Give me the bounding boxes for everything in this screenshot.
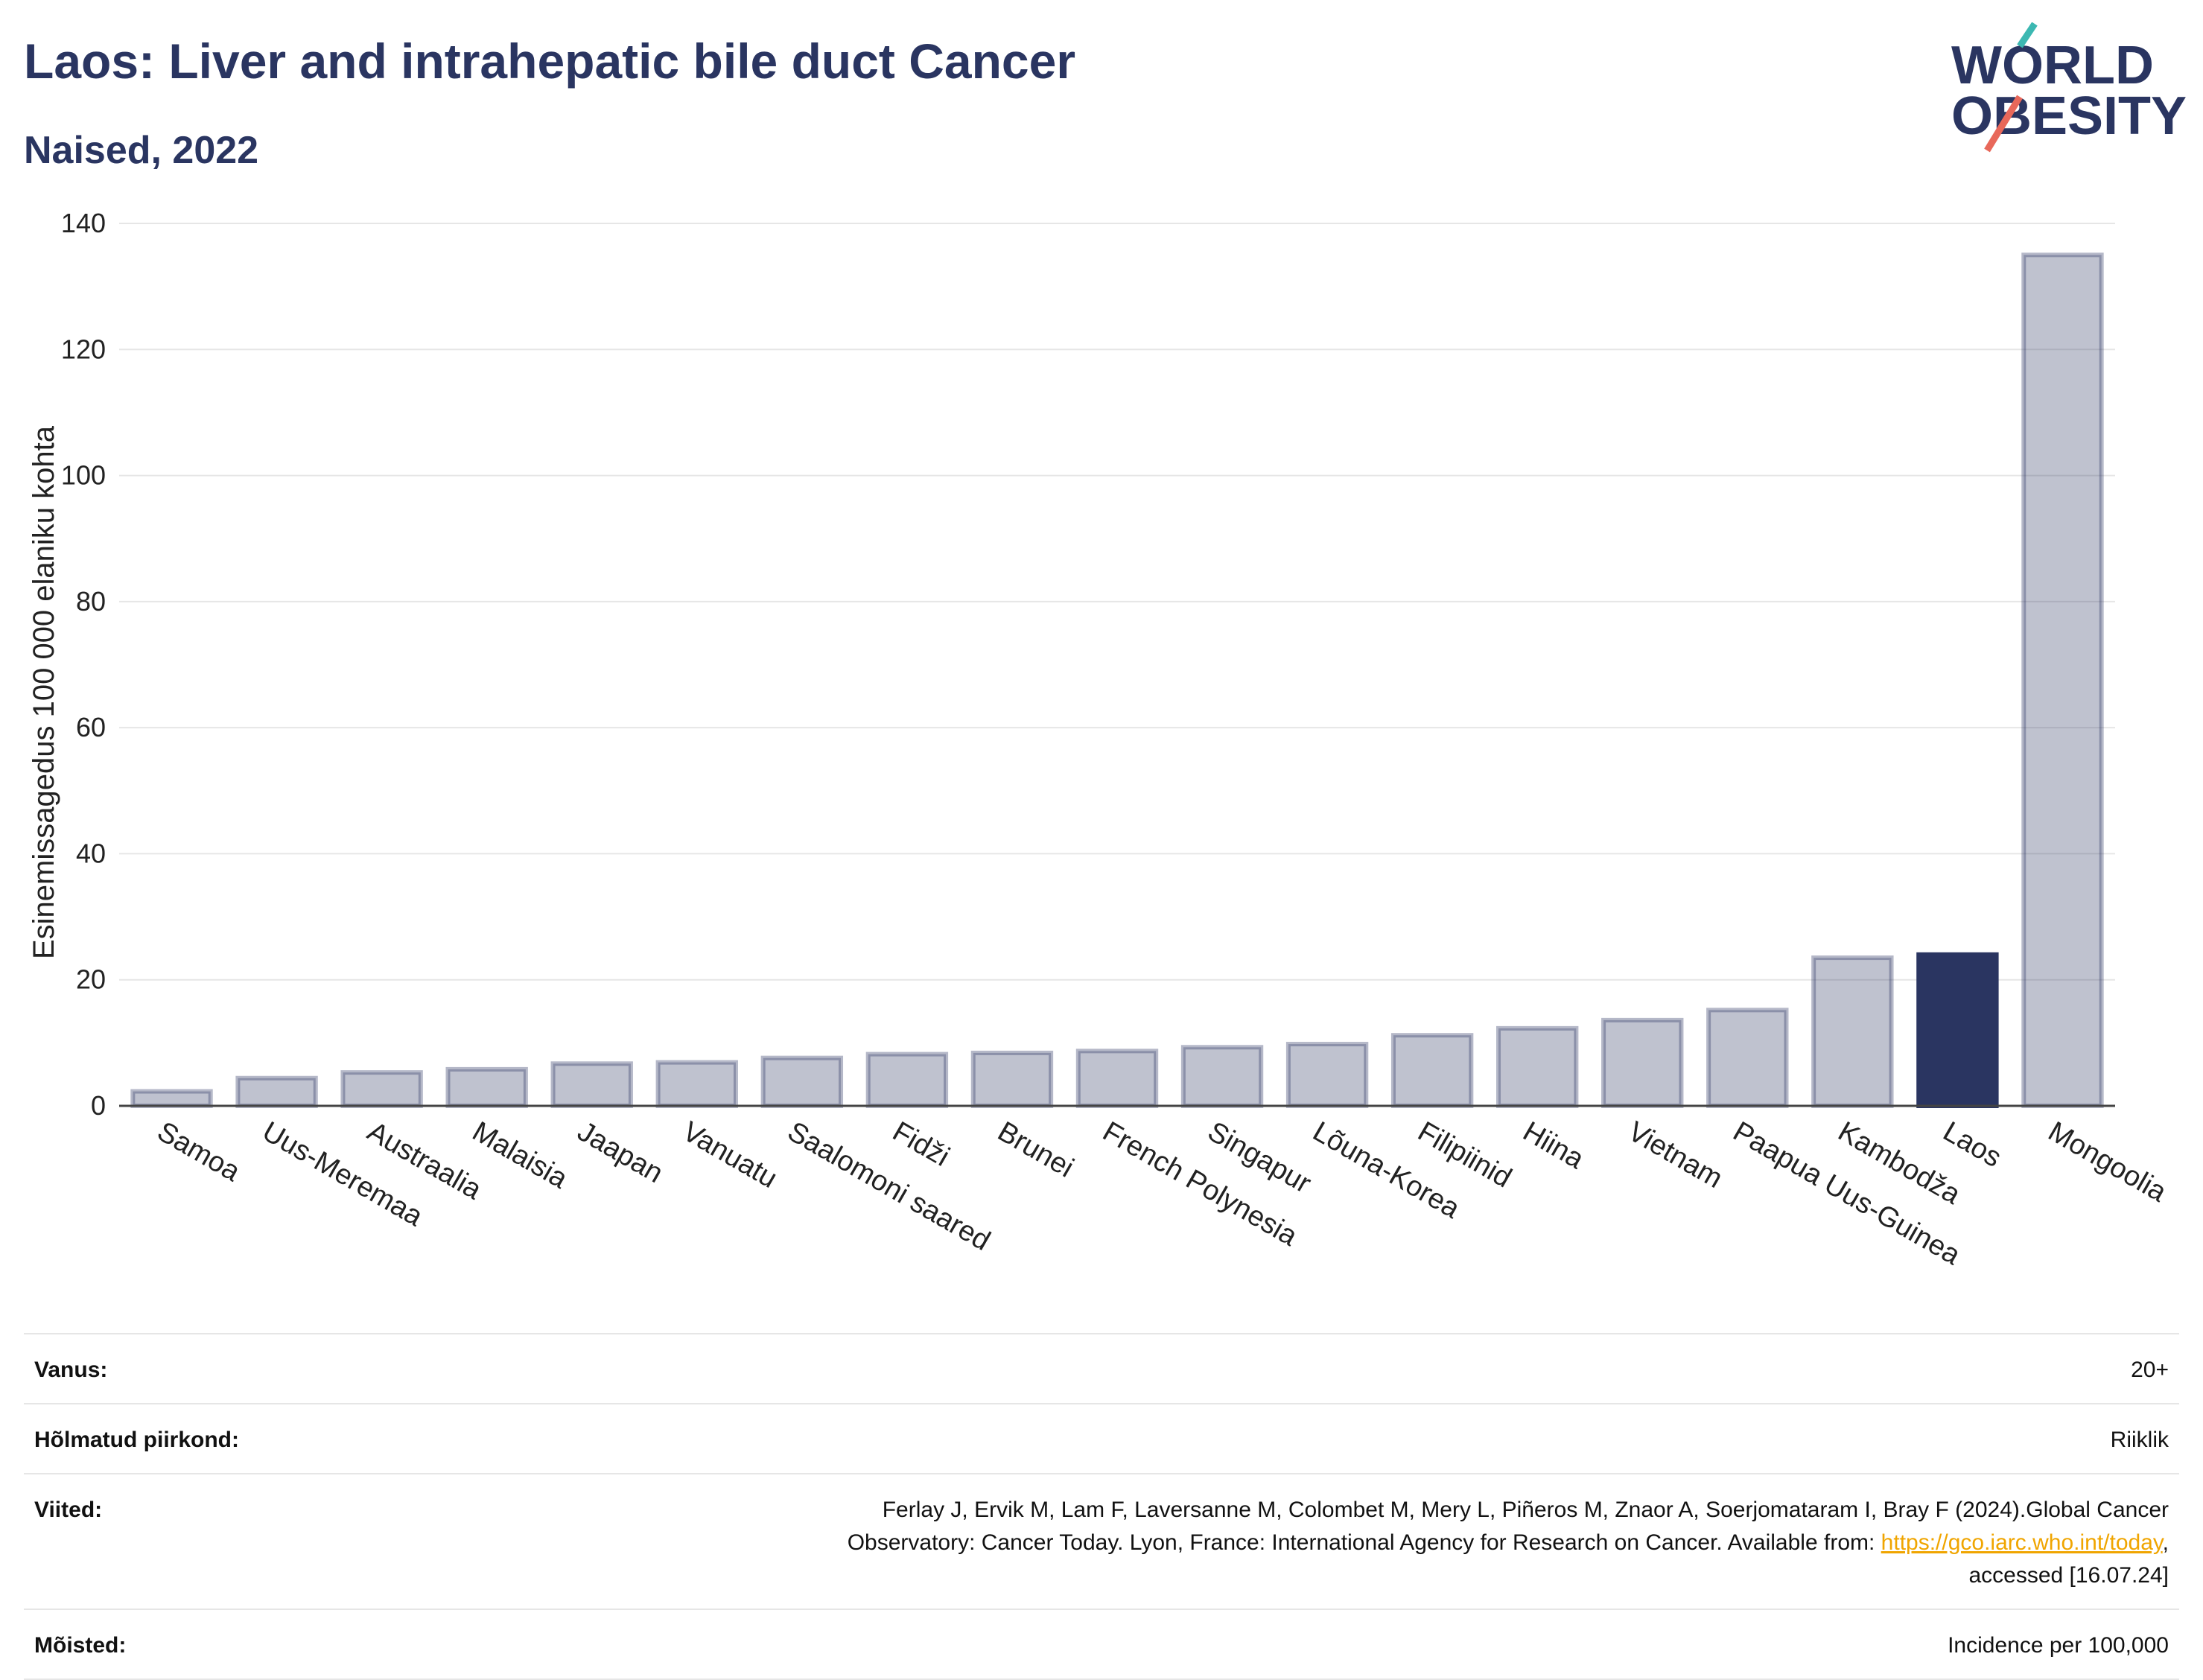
bar-uus-meremaa bbox=[235, 1075, 318, 1109]
age-label: Vanus: bbox=[34, 1358, 108, 1382]
logo-line1: WORLD bbox=[1951, 36, 2154, 95]
info-row-age: Vanus: 20+ bbox=[24, 1334, 2179, 1404]
bar-samoa bbox=[130, 1089, 213, 1108]
y-tick-label: 20 bbox=[76, 964, 106, 995]
bar-hiina bbox=[1496, 1025, 1579, 1108]
bar-chart: 0 20 40 60 80 100 120 140 Samoa Uus-MeremaaAustr… bbox=[28, 208, 2172, 1271]
x-tick-label: Brunei bbox=[992, 1116, 1078, 1183]
chart-subtitle: Naised, 2022 bbox=[24, 129, 259, 172]
y-tick-label: 80 bbox=[76, 586, 106, 617]
bar-vanuatu bbox=[655, 1060, 738, 1109]
chart-title: Laos: Liver and intrahepatic bile duct C… bbox=[24, 34, 1076, 89]
refs-line1: Ferlay J, Ervik M, Lam F, Laversanne M, … bbox=[882, 1498, 2169, 1522]
info-row-refs: Viited: Ferlay J, Ervik M, Lam F, Lavers… bbox=[24, 1474, 2179, 1610]
bar-french-polynesia bbox=[1075, 1049, 1159, 1108]
info-table: Vanus: 20+ Hõlmatud piirkond: Riiklik Vi… bbox=[24, 1333, 2179, 1680]
y-axis-ticks: 0 20 40 60 80 100 120 140 bbox=[61, 208, 106, 1121]
bar-l-una-korea bbox=[1285, 1042, 1369, 1109]
x-tick-label: Saalomoni saared bbox=[782, 1116, 995, 1257]
x-tick-label: Vietnam bbox=[1623, 1116, 1728, 1194]
area-value: Riiklik bbox=[2110, 1428, 2169, 1452]
x-tick-label: Jaapan bbox=[572, 1116, 668, 1189]
logo-slash-top bbox=[2017, 22, 2038, 48]
bar-brunei bbox=[970, 1050, 1054, 1109]
grid-lines bbox=[119, 223, 2115, 981]
refs-label: Viited: bbox=[34, 1498, 103, 1522]
bar-laos bbox=[1916, 952, 1999, 1108]
bar-fid-i bbox=[865, 1051, 949, 1109]
bar-filipiinid bbox=[1390, 1033, 1474, 1108]
defs-label: Mõisted: bbox=[34, 1633, 127, 1658]
y-tick-label: 40 bbox=[76, 838, 106, 868]
bar-malaisia bbox=[445, 1066, 528, 1108]
info-row-area: Hõlmatud piirkond: Riiklik bbox=[24, 1404, 2179, 1474]
refs-value: Ferlay J, Ervik M, Lam F, Laversanne M, … bbox=[847, 1498, 2169, 1588]
logo-slash-bottom bbox=[1984, 95, 2023, 153]
bar-vietnam bbox=[1601, 1017, 1684, 1109]
y-tick-label: 120 bbox=[61, 334, 106, 364]
world-obesity-logo: WORLD OBESITY bbox=[1951, 22, 2187, 153]
y-tick-label: 140 bbox=[61, 208, 106, 238]
bar-singapur bbox=[1180, 1045, 1264, 1108]
x-tick-label: Fidži bbox=[887, 1116, 954, 1172]
bar-saalomoni-saared bbox=[760, 1055, 844, 1108]
x-tick-label: Hiina bbox=[1518, 1116, 1590, 1175]
refs-line2: Observatory: Cancer Today. Lyon, France:… bbox=[847, 1530, 1875, 1555]
bar-paapua-uus-guinea bbox=[1706, 1008, 1789, 1109]
x-tick-label: Laos bbox=[1938, 1116, 2006, 1174]
y-tick-label: 100 bbox=[61, 460, 106, 491]
logo-line2: OBESITY bbox=[1951, 86, 2187, 146]
bar-kambod-a bbox=[1811, 955, 1894, 1108]
bar-mongoolia bbox=[2021, 252, 2104, 1109]
refs-link[interactable]: https://gco.iarc.who.int/today bbox=[1881, 1530, 2163, 1555]
bar-austraalia bbox=[340, 1070, 423, 1108]
info-row-defs: Mõisted: Incidence per 100,000 bbox=[24, 1610, 2179, 1680]
bars bbox=[130, 252, 2104, 1109]
bar-jaapan bbox=[550, 1061, 633, 1109]
defs-value: Incidence per 100,000 bbox=[1948, 1633, 2169, 1658]
x-tick-label: Vanuatu bbox=[677, 1116, 782, 1194]
y-axis-label: Esinemissagedus 100 000 elaniku kohta bbox=[28, 425, 60, 959]
x-tick-label: Mongoolia bbox=[2043, 1116, 2172, 1208]
y-tick-label: 0 bbox=[91, 1090, 106, 1121]
area-label: Hõlmatud piirkond: bbox=[34, 1428, 239, 1452]
y-tick-label: 60 bbox=[76, 712, 106, 742]
age-value: 20+ bbox=[2131, 1358, 2169, 1382]
refs-line3: accessed [16.07.24] bbox=[1968, 1563, 2169, 1588]
x-tick-label: Samoa bbox=[152, 1116, 246, 1188]
x-tick-label: French Polynesia bbox=[1098, 1116, 1303, 1253]
